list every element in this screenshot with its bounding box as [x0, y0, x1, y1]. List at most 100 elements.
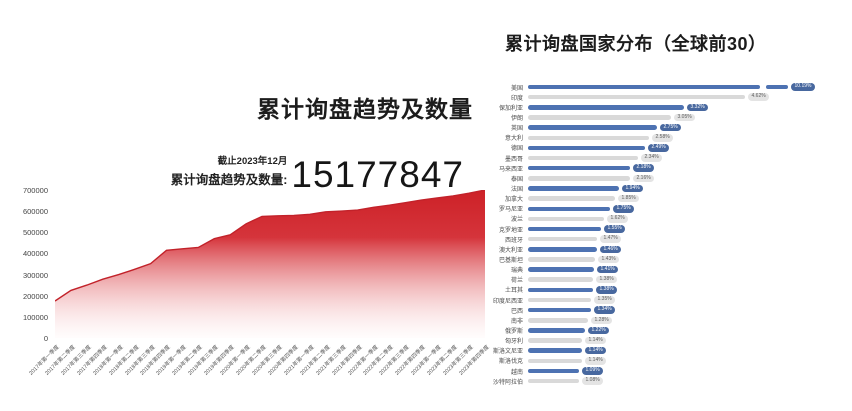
country-label: 瑞典 — [510, 268, 523, 275]
y-tick-label: 700000 — [22, 186, 48, 195]
value-pill: 1.09% — [582, 367, 604, 375]
country-label: 斯洛伐克 — [498, 359, 523, 366]
country-label: 澳大利亚 — [498, 247, 523, 254]
bar-row: 印度 4.62% — [472, 92, 850, 102]
bar-row: 墨西哥 2.34% — [472, 153, 850, 163]
value-pill: 1.85% — [618, 194, 640, 203]
value-pill: 1.46% — [600, 245, 622, 254]
bar-row: 南非 1.28% — [472, 315, 850, 325]
bar — [528, 165, 630, 171]
bar — [528, 135, 649, 141]
bar — [528, 348, 582, 353]
value-pill: 2.34% — [641, 154, 663, 162]
y-tick-label: 400000 — [22, 249, 48, 259]
bar — [528, 94, 745, 100]
bar — [528, 226, 601, 232]
country-label: 伊朗 — [510, 115, 523, 122]
bar — [528, 236, 597, 242]
country-label: 匈牙利 — [504, 339, 523, 346]
bar — [528, 297, 591, 303]
bar — [528, 328, 585, 333]
bar — [528, 105, 684, 110]
value-pill: 1.38% — [596, 275, 618, 284]
value-pill: 10.19% — [791, 83, 815, 91]
bar — [528, 145, 645, 151]
bar — [528, 358, 582, 364]
value-pill: 1.38% — [596, 286, 618, 294]
value-pill: 2.49% — [648, 144, 670, 152]
country-bar-chart: 美国 10.19% 印度 4.62% 保加利亚 3.32% 伊朗 3.05% 英国 2.75% 意大… — [472, 82, 850, 386]
bar — [528, 267, 594, 272]
y-tick-label: 200000 — [22, 291, 48, 301]
bar-row: 西班牙 1.47% — [472, 234, 850, 244]
bar-row: 保加利亚 3.32% — [472, 102, 850, 112]
country-label: 西班牙 — [504, 237, 523, 244]
bar — [528, 155, 638, 161]
bar-row: 加拿大 1.85% — [472, 194, 850, 204]
value-pill: 1.34% — [594, 306, 616, 314]
bar — [528, 277, 593, 282]
bar-row: 瑞典 1.41% — [472, 265, 850, 275]
value-pill: 2.16% — [633, 174, 655, 183]
bar-row: 泰国 2.16% — [472, 173, 850, 183]
country-label: 法国 — [510, 186, 523, 193]
bar — [528, 368, 579, 374]
bar — [528, 257, 595, 262]
y-tick-label: 500000 — [22, 228, 48, 238]
bar-row: 匈牙利 1.14% — [472, 336, 850, 346]
bar-row: 马来西亚 2.18% — [472, 163, 850, 173]
value-pill: 2.75% — [660, 123, 682, 132]
area-line — [54, 189, 486, 302]
bar-row: 意大利 2.58% — [472, 133, 850, 143]
bar — [528, 115, 671, 120]
country-label: 巴西 — [510, 308, 523, 315]
country-label: 美国 — [510, 85, 523, 92]
y-tick-label: 600000 — [22, 207, 48, 217]
bar-row: 巴基斯坦 1.43% — [472, 254, 850, 264]
total-inquiries-label: 累计询盘趋势及数量: — [170, 173, 288, 187]
country-label: 克罗地亚 — [498, 227, 523, 234]
bar-row: 斯洛伐克 1.14% — [472, 356, 850, 366]
bar — [528, 196, 615, 201]
country-label: 保加利亚 — [498, 105, 523, 112]
bar-row: 巴西 1.34% — [472, 305, 850, 315]
value-pill: 1.14% — [585, 336, 607, 345]
bar-row: 澳大利亚 1.46% — [472, 244, 850, 254]
country-chart-title: 累计询盘国家分布（全球前30） — [505, 34, 767, 54]
bar — [528, 378, 579, 384]
total-inquiries-value: 15177847 — [291, 154, 464, 195]
bar-row: 沙特阿拉伯 1.08% — [472, 376, 850, 386]
trend-chart-title: 累计询盘趋势及数量 — [257, 96, 473, 122]
bar-row: 荷兰 1.38% — [472, 275, 850, 285]
bar — [528, 287, 593, 293]
bar — [528, 125, 657, 130]
country-label: 德国 — [510, 146, 523, 153]
value-pill: 3.05% — [674, 113, 696, 122]
bar — [528, 318, 588, 323]
value-pill: 4.62% — [748, 93, 770, 101]
country-label: 罗马尼亚 — [498, 207, 523, 214]
country-label: 南非 — [510, 318, 523, 325]
area-fill — [55, 190, 485, 338]
bar — [528, 338, 582, 343]
value-pill: 1.41% — [597, 265, 619, 274]
value-pill: 1.14% — [585, 357, 607, 365]
trend-stats: 截止2023年12月 累计询盘趋势及数量: 15177847 — [171, 153, 464, 193]
country-label: 泰国 — [510, 176, 523, 183]
country-label: 加拿大 — [504, 197, 523, 204]
country-label: 越南 — [510, 369, 523, 376]
value-pill: 1.08% — [582, 377, 604, 385]
trend-stats-labels: 截止2023年12月 累计询盘趋势及数量: — [171, 153, 288, 188]
y-tick-label: 0 — [43, 334, 48, 343]
value-pill: 2.18% — [633, 164, 655, 172]
bar — [528, 176, 630, 181]
bar — [528, 216, 604, 222]
country-label: 印度尼西亚 — [492, 298, 523, 305]
bar — [766, 84, 788, 90]
area-chart — [54, 189, 486, 338]
value-pill: 3.32% — [687, 103, 709, 112]
bar-row: 英国 2.75% — [472, 123, 850, 133]
value-pill: 1.47% — [600, 235, 622, 243]
bar-row: 德国 2.49% — [472, 143, 850, 153]
